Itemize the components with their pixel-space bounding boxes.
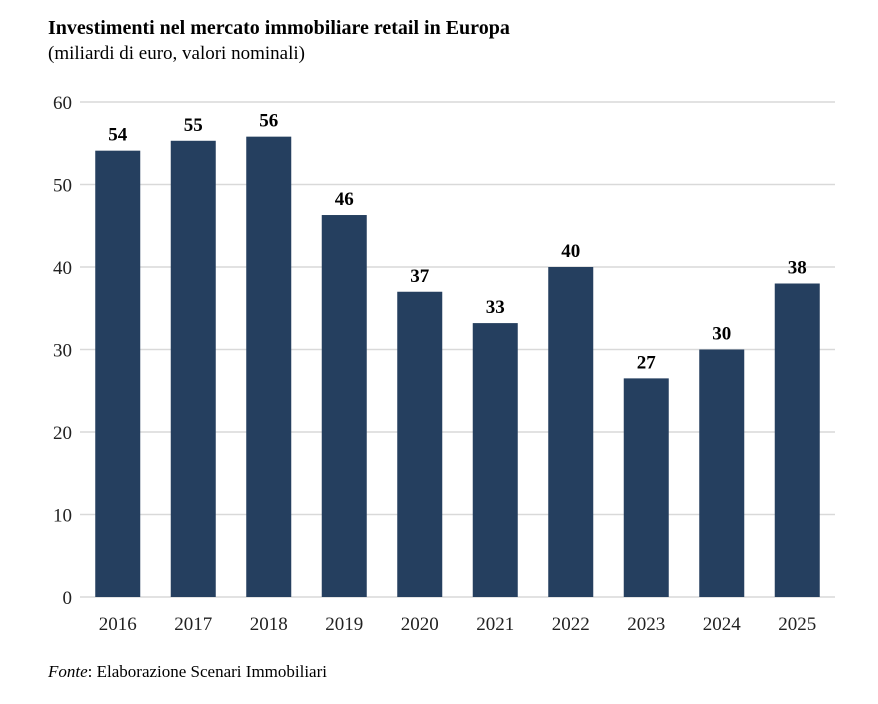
bar xyxy=(95,150,141,598)
y-tick-label: 10 xyxy=(53,506,72,527)
x-tick-label: 2021 xyxy=(476,614,514,635)
chart-title: Investimenti nel mercato immobiliare ret… xyxy=(48,17,510,39)
y-tick-label: 30 xyxy=(53,341,72,362)
x-tick-label: 2024 xyxy=(703,614,742,635)
bar xyxy=(699,349,745,597)
data-label: 40 xyxy=(561,241,580,262)
y-tick-label: 40 xyxy=(53,258,72,279)
x-tick-label: 2016 xyxy=(99,614,137,635)
y-tick-label: 20 xyxy=(53,423,72,444)
x-tick-label: 2022 xyxy=(552,614,590,635)
source-note: Fonte: Elaborazione Scenari Immobiliari xyxy=(48,662,327,682)
data-label: 33 xyxy=(486,297,505,318)
x-tick-label: 2025 xyxy=(778,614,816,635)
chart-subtitle: (miliardi di euro, valori nominali) xyxy=(48,43,305,64)
x-tick-label: 2017 xyxy=(174,614,212,635)
bar xyxy=(170,140,216,597)
source-text: : Elaborazione Scenari Immobiliari xyxy=(87,662,327,681)
bar xyxy=(472,323,518,597)
data-label: 46 xyxy=(335,189,354,210)
data-label: 54 xyxy=(108,125,128,146)
data-label: 38 xyxy=(788,258,807,279)
x-tick-label: 2018 xyxy=(250,614,288,635)
data-label: 27 xyxy=(637,352,657,373)
y-tick-label: 0 xyxy=(63,588,73,609)
x-tick-label: 2019 xyxy=(325,614,363,635)
bar xyxy=(548,267,594,597)
data-label: 30 xyxy=(712,324,731,345)
bar xyxy=(321,215,367,597)
x-tick-label: 2020 xyxy=(401,614,439,635)
bar xyxy=(397,291,443,597)
y-tick-label: 50 xyxy=(53,176,72,197)
data-label: 37 xyxy=(410,266,430,287)
data-label: 55 xyxy=(184,115,203,136)
x-tick-label: 2023 xyxy=(627,614,665,635)
y-tick-label: 60 xyxy=(53,93,72,114)
data-label: 56 xyxy=(259,111,278,132)
bar xyxy=(246,136,292,597)
source-label: Fonte xyxy=(48,662,88,681)
bar xyxy=(774,283,820,597)
bar xyxy=(623,378,669,597)
